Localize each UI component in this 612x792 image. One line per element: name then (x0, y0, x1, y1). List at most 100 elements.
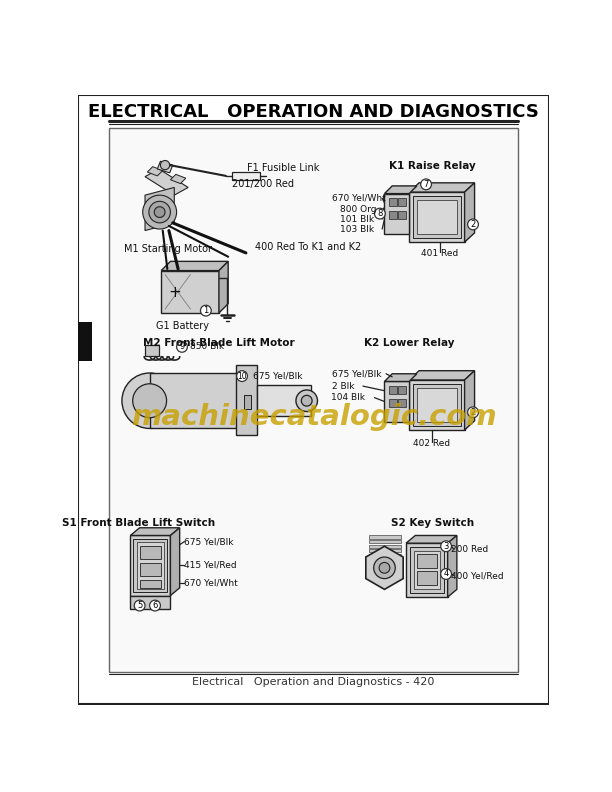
Bar (244, 395, 252, 409)
Polygon shape (384, 193, 409, 234)
Bar (232, 172, 259, 180)
Polygon shape (147, 166, 163, 176)
Polygon shape (406, 543, 447, 597)
Polygon shape (170, 527, 180, 596)
Circle shape (143, 195, 177, 229)
Polygon shape (130, 527, 180, 535)
Polygon shape (150, 373, 247, 428)
Polygon shape (447, 535, 457, 597)
Text: 2: 2 (471, 220, 476, 229)
Bar (140, 546, 161, 558)
Circle shape (441, 569, 452, 580)
Circle shape (133, 384, 166, 417)
Polygon shape (409, 192, 465, 242)
Bar (417, 387, 457, 422)
Text: ELECTRICAL   OPERATION AND DIAGNOSTICS: ELECTRICAL OPERATION AND DIAGNOSTICS (88, 103, 539, 121)
Bar (398, 198, 406, 206)
Bar (389, 399, 397, 407)
Text: 3: 3 (444, 542, 449, 550)
Text: K1 Raise Relay: K1 Raise Relay (389, 161, 476, 171)
Polygon shape (145, 169, 188, 195)
Circle shape (160, 161, 170, 169)
Text: 400 Red To K1 and K2: 400 Red To K1 and K2 (255, 242, 361, 253)
Bar (389, 211, 397, 219)
Circle shape (149, 201, 170, 223)
Polygon shape (384, 382, 409, 422)
Text: K2 Lower Relay: K2 Lower Relay (364, 338, 454, 348)
Text: 9: 9 (179, 342, 185, 352)
Polygon shape (161, 271, 219, 313)
Circle shape (379, 562, 390, 573)
Text: 2: 2 (471, 408, 476, 417)
Circle shape (177, 341, 187, 352)
Polygon shape (170, 174, 186, 184)
Circle shape (301, 395, 312, 406)
Text: 401 Red: 401 Red (420, 249, 458, 258)
Polygon shape (384, 374, 417, 382)
Text: 400 Yel/Red: 400 Yel/Red (452, 571, 504, 580)
Bar (369, 558, 401, 562)
Polygon shape (409, 380, 465, 430)
Polygon shape (409, 183, 474, 192)
Text: G1 Battery: G1 Battery (156, 321, 209, 331)
Text: 201/200 Red: 201/200 Red (232, 178, 294, 188)
Text: 104 Blk: 104 Blk (330, 393, 365, 402)
Text: 1: 1 (203, 307, 209, 315)
Bar (140, 563, 161, 576)
Bar (369, 554, 401, 557)
Circle shape (150, 600, 160, 611)
Bar (369, 535, 401, 539)
Circle shape (296, 390, 318, 412)
Text: 6: 6 (152, 601, 158, 610)
Circle shape (468, 219, 479, 230)
Polygon shape (219, 261, 228, 313)
Bar (398, 399, 406, 407)
Text: 200 Red: 200 Red (452, 545, 489, 554)
Circle shape (420, 179, 431, 190)
Text: 670 Yel/Wht: 670 Yel/Wht (184, 579, 238, 588)
Text: 10: 10 (237, 371, 247, 381)
Circle shape (237, 371, 247, 382)
Polygon shape (130, 596, 170, 608)
Bar (389, 386, 397, 394)
Polygon shape (130, 535, 170, 596)
Text: 670 Yel/Wht: 670 Yel/Wht (332, 194, 386, 203)
Bar (417, 554, 437, 568)
Polygon shape (465, 183, 474, 242)
Bar (369, 545, 401, 548)
Text: S2 Key Switch: S2 Key Switch (390, 518, 474, 528)
Bar (133, 539, 167, 592)
Text: 850 Blk: 850 Blk (190, 342, 224, 352)
Text: 402 Red: 402 Red (413, 439, 450, 447)
Bar (78, 322, 92, 360)
Text: 2 Blk: 2 Blk (332, 382, 354, 390)
Text: 4: 4 (444, 569, 449, 578)
Text: 415 Yel/Red: 415 Yel/Red (184, 560, 237, 569)
Text: 8: 8 (377, 209, 382, 218)
Polygon shape (145, 188, 174, 230)
Polygon shape (384, 186, 417, 193)
Circle shape (441, 541, 452, 552)
Text: 800 Org: 800 Org (340, 205, 376, 215)
Text: machinecatalogic.com: machinecatalogic.com (131, 403, 496, 431)
Bar (136, 542, 164, 589)
Bar (145, 345, 159, 356)
Bar (398, 386, 406, 394)
Bar (413, 196, 461, 238)
Text: 101 Blk: 101 Blk (340, 215, 374, 223)
Text: F1 Fusible Link: F1 Fusible Link (247, 163, 320, 173)
Text: 103 Blk: 103 Blk (340, 224, 374, 234)
Bar (413, 384, 461, 426)
Circle shape (201, 305, 211, 316)
Circle shape (134, 600, 145, 611)
Bar (109, 128, 518, 672)
Circle shape (374, 557, 395, 579)
Text: 675 Yel/Blk: 675 Yel/Blk (332, 369, 382, 379)
Text: +: + (169, 284, 181, 299)
Text: S1 Front Blade Lift Switch: S1 Front Blade Lift Switch (62, 518, 215, 528)
Bar (417, 571, 437, 584)
Bar (369, 550, 401, 553)
Polygon shape (465, 371, 474, 430)
Polygon shape (366, 546, 403, 589)
Circle shape (375, 208, 386, 219)
